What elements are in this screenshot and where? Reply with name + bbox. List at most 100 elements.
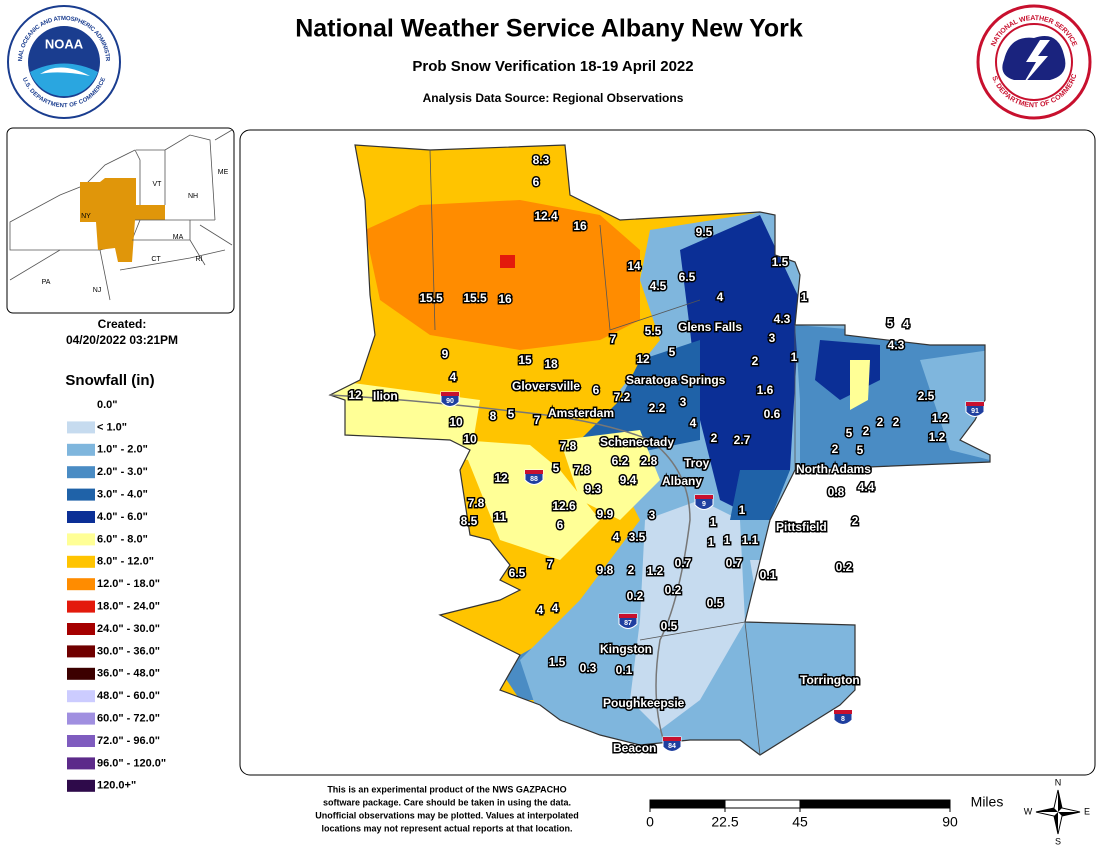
snowfall-observation: 7.8	[574, 463, 591, 477]
zone-lt1	[630, 500, 745, 730]
snowfall-observation: 4.4	[858, 480, 875, 494]
snowfall-observation: 6	[557, 518, 564, 532]
snowfall-observation: 1.5	[549, 655, 566, 669]
snowfall-observation: 1	[801, 290, 808, 304]
title: National Weather Service Albany New York	[295, 15, 803, 43]
scale-segment	[724, 799, 801, 809]
scale-bar: 0 22.5 45 90 Miles	[646, 794, 1003, 830]
scale-tick-label: 22.5	[711, 814, 738, 830]
snowfall-observation: 1.1	[742, 533, 759, 547]
snowfall-observation: 10	[449, 415, 463, 429]
snowfall-observation: 0.6	[764, 407, 781, 421]
snowfall-observation: 12	[636, 352, 650, 366]
legend-swatch	[67, 421, 95, 434]
zone-6-8	[560, 430, 660, 520]
legend-label: 72.0" - 96.0"	[97, 735, 160, 747]
snowfall-observation: 0.1	[760, 568, 777, 582]
snowfall-observation: 2.8	[641, 454, 658, 468]
snowfall-observation: 2.5	[918, 389, 935, 403]
zone-6-8	[850, 360, 870, 410]
snowfall-observation: 6.2	[612, 454, 629, 468]
legend-label: 48.0" - 60.0"	[97, 690, 160, 702]
snowfall-observation: 8.5	[461, 514, 478, 528]
footnote: This is an experimental product of the N…	[315, 784, 579, 833]
legend-swatch	[67, 735, 95, 747]
zone-12-18	[365, 200, 640, 350]
legend-swatch	[67, 757, 95, 770]
noaa-name: NOAA	[45, 36, 84, 51]
scale-tick-label: 90	[942, 814, 958, 830]
legend-label: 6.0" - 8.0"	[97, 533, 148, 545]
inset-label: CT	[151, 256, 161, 263]
city-label: Albany	[662, 474, 702, 488]
legend-label: 96.0" - 120.0"	[97, 757, 166, 769]
snowfall-observation: 5	[553, 461, 560, 475]
snowfall-observation: 2	[852, 514, 859, 528]
snowfall-observation: 0.5	[707, 596, 724, 610]
legend-swatch	[67, 578, 95, 591]
city-label: Troy	[684, 456, 710, 470]
snowfall-observation: 15.5	[463, 291, 487, 305]
scale-tick-label: 0	[646, 814, 654, 830]
created-timestamp: 04/20/2022 03:21PM	[66, 333, 178, 347]
inset-label: ME	[218, 169, 229, 176]
snowfall-observation: 18	[544, 357, 558, 371]
highway-band	[525, 470, 543, 474]
noaa-logo: NOAA NATIONAL OCEANIC AND ATMOSPHERIC AD…	[0, 0, 121, 119]
snowfall-observation: 7.8	[468, 496, 485, 510]
snowfall-observation: 4.3	[888, 338, 905, 352]
snowfall-observation: 2	[877, 415, 884, 429]
snowfall-observation: 16	[573, 219, 587, 233]
inset-label: NY	[81, 213, 91, 220]
snowfall-observation: 15	[518, 353, 532, 367]
snowfall-observation: 5	[508, 407, 515, 421]
legend-label: < 1.0"	[97, 421, 127, 433]
county-lines	[429, 149, 796, 756]
snowfall-observation: 16	[498, 292, 512, 306]
footnote-line: Unofficial observations may be plotted. …	[315, 810, 579, 820]
source: Analysis Data Source: Regional Observati…	[423, 91, 684, 105]
snowfall-observation: 7	[534, 413, 541, 427]
zone-3-4	[730, 470, 790, 520]
snowfall-observation: 5.5	[645, 324, 662, 338]
snowfall-observation: 0.8	[828, 485, 845, 499]
compass-letter: W	[1024, 806, 1033, 816]
city-label: Gloversville	[512, 379, 580, 393]
snowfall-observation: 5	[669, 345, 676, 359]
snowfall-observation: 7.8	[560, 439, 577, 453]
legend-swatch	[67, 488, 95, 501]
legend-label: 30.0" - 36.0"	[97, 645, 160, 657]
snowfall-observation: 7	[610, 332, 617, 346]
scale-tick-label: 45	[792, 814, 808, 830]
legend-swatch	[67, 466, 95, 479]
legend-swatch	[67, 779, 95, 792]
snowfall-observation: 2	[893, 415, 900, 429]
footnote-line: locations may not represent actual repor…	[321, 823, 572, 833]
snowfall-observation: 1	[739, 503, 746, 517]
snowfall-observation: 8	[490, 409, 497, 423]
snowfall-observation: 7	[547, 557, 554, 571]
highway-label: 87	[624, 620, 632, 627]
created-label: Created:	[98, 317, 147, 331]
snowfall-observation: 3	[680, 395, 687, 409]
city-label: Schenectady	[600, 435, 674, 449]
legend-swatch	[67, 645, 95, 658]
snowfall-observation: 1	[710, 515, 717, 529]
scale-unit: Miles	[971, 794, 1004, 810]
snowfall-observation: 3.5	[629, 530, 646, 544]
legend-swatch	[67, 712, 95, 725]
legend-label: 0.0"	[97, 399, 118, 411]
snowfall-observation: 2	[863, 424, 870, 438]
legend-swatch	[67, 443, 95, 456]
snowfall-observation: 2	[832, 442, 839, 456]
legend-label: 2.0" - 3.0"	[97, 466, 148, 478]
highway-label: 88	[530, 476, 538, 483]
city-label: Kingston	[600, 642, 652, 656]
snowfall-observation: 4	[450, 370, 457, 384]
scale-segment	[799, 799, 951, 809]
snowfall-observation: 1	[791, 350, 798, 364]
snowfall-observation: 4.3	[774, 312, 791, 326]
snowfall-observation: 4	[690, 416, 697, 430]
snowfall-observation: 3	[649, 508, 656, 522]
snowfall-observation: 1.2	[647, 564, 664, 578]
